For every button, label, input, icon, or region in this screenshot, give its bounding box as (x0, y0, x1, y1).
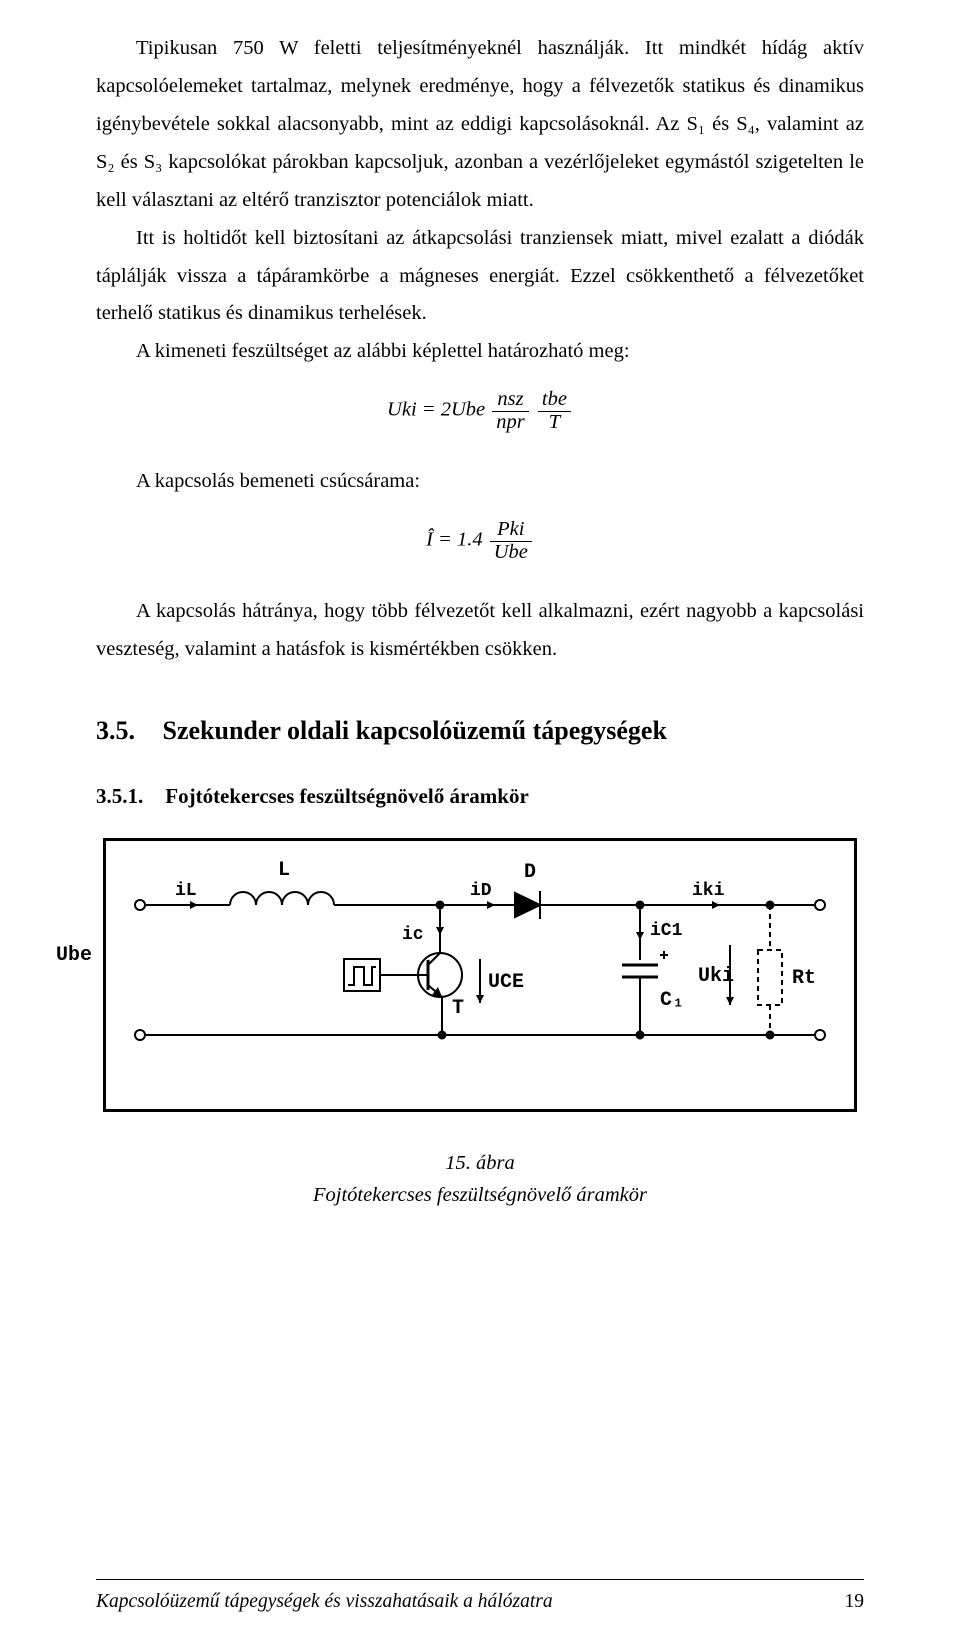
label-iL: iL (175, 881, 197, 901)
frac-den: Ube (490, 541, 532, 564)
figure-caption: 15. ábra Fojtótekercses feszültségnövelő… (96, 1148, 864, 1212)
frac-num: Pki (490, 519, 532, 541)
formula-ihat: Î = 1.4 Pki Ube (96, 519, 864, 563)
label-T: T (452, 997, 464, 1020)
label-Ube: Ube (56, 937, 92, 974)
frac-num: tbe (538, 389, 571, 411)
heading-3-5: 3.5. Szekunder oldali kapcsolóüzemű tápe… (96, 707, 864, 755)
paragraph-2: Itt is holtidőt kell biztosítani az átka… (96, 220, 864, 334)
footer-title: Kapcsolóüzemű tápegységek és visszahatás… (96, 1584, 553, 1620)
label-iki: iki (692, 881, 725, 901)
paragraph-3: A kimeneti feszültséget az alábbi képlet… (96, 333, 864, 371)
formula-lhs: Uki (387, 399, 417, 421)
formula-frac-2: tbe T (538, 389, 571, 433)
heading-number: 3.5.1. (96, 777, 160, 816)
caption-title: Fojtótekercses feszültségnövelő áramkör (313, 1184, 647, 1206)
label-C1: C₁ (660, 989, 684, 1012)
heading-3-5-1: 3.5.1. Fojtótekercses feszültségnövelő á… (96, 777, 864, 816)
formula-frac: Pki Ube (490, 519, 532, 563)
heading-text: Szekunder oldali kapcsolóüzemű tápegység… (163, 716, 667, 745)
page-footer: Kapcsolóüzemű tápegységek és visszahatás… (96, 1579, 864, 1620)
frac-den: npr (492, 411, 528, 434)
frac-num: nsz (492, 389, 528, 411)
label-iD: iD (470, 881, 492, 901)
label-iC: ic (402, 925, 424, 945)
label-iC1: iC1 (650, 921, 683, 941)
heading-number: 3.5. (96, 707, 156, 755)
formula-lhs: Î (426, 529, 433, 551)
caption-number: 15. ábra (445, 1152, 514, 1174)
figure-15: iL L iD D iki ic T UCE iC1 C₁ Uki Rt Ube (96, 838, 864, 1112)
page: Tipikusan 750 W feletti teljesítményekné… (0, 0, 960, 1644)
formula-eq: = (438, 529, 452, 551)
frac-den: T (538, 411, 571, 434)
formula-eq: = (422, 399, 436, 421)
heading-text: Fojtótekercses feszültségnövelő áramkör (165, 784, 529, 808)
paragraph-4: A kapcsolás bemeneti csúcsárama: (96, 463, 864, 501)
paragraph-1: Tipikusan 750 W feletti teljesítményekné… (96, 30, 864, 220)
formula-uki: Uki = 2Ube nsz npr tbe T (96, 389, 864, 433)
footer-page-number: 19 (845, 1584, 865, 1620)
label-Uki: Uki (698, 965, 734, 988)
formula-frac-1: nsz npr (492, 389, 528, 433)
circuit-frame: iL L iD D iki ic T UCE iC1 C₁ Uki Rt Ube (103, 838, 857, 1112)
label-D: D (524, 861, 536, 884)
formula-coef: 1.4 (457, 529, 483, 551)
label-UCE: UCE (488, 971, 524, 994)
formula-coef: 2Ube (441, 399, 485, 421)
paragraph-5: A kapcsolás hátránya, hogy több félvezet… (96, 593, 864, 669)
label-Rt: Rt (792, 967, 816, 990)
label-L: L (278, 859, 290, 882)
circuit-svg: iL L iD D iki ic T UCE iC1 C₁ Uki Rt (120, 855, 840, 1065)
